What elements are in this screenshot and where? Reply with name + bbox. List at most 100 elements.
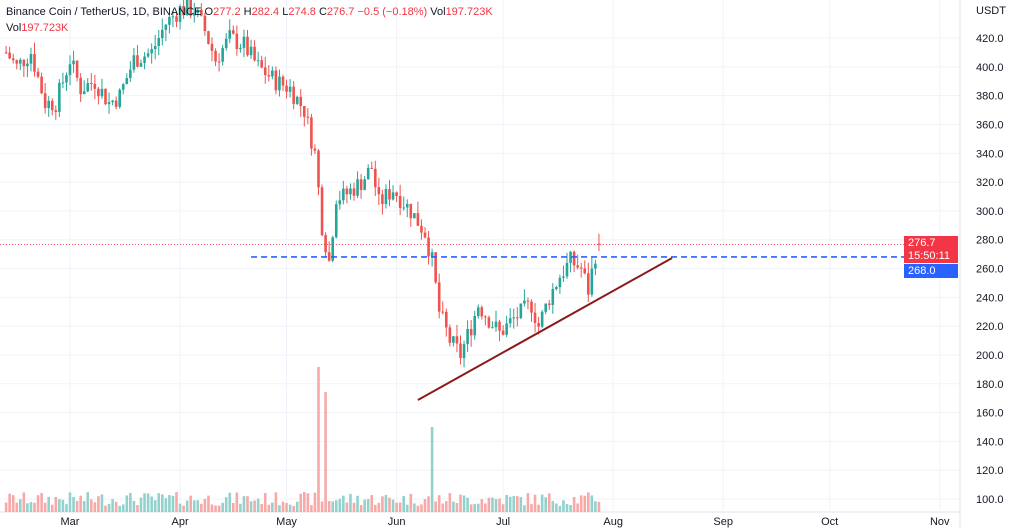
volume-bar [111, 499, 114, 512]
volume-bar [189, 495, 192, 512]
volume-bar [8, 493, 11, 512]
candle-body [72, 60, 75, 65]
candle-body [381, 194, 384, 205]
candle-body [420, 225, 423, 233]
volume-bar [36, 495, 40, 512]
volume-bar [104, 505, 107, 512]
candle-body [526, 300, 530, 302]
candle-body [476, 307, 480, 316]
low-value: 274.8 [288, 6, 316, 18]
trend-line[interactable] [417, 257, 673, 401]
time-tick-label: Sep [713, 516, 733, 528]
volume-bar [565, 503, 569, 512]
candle-body [224, 38, 228, 49]
volume-bar [242, 496, 246, 512]
candle-body [82, 91, 86, 95]
candle-body [558, 277, 562, 288]
candle-body [565, 262, 569, 277]
time-tick-label: Oct [821, 516, 838, 528]
candle-body [235, 33, 239, 49]
time-tick-label: Jul [496, 516, 510, 528]
price-tick-label: 220.0 [976, 321, 1004, 333]
candle-body [501, 330, 505, 335]
close-value: 276.7 [326, 6, 355, 18]
candle-body [437, 282, 441, 312]
volume-bar [494, 498, 498, 512]
volume-bar [15, 502, 19, 512]
volume-bar [22, 492, 26, 512]
candle-body [139, 63, 143, 67]
open-label: O [204, 6, 214, 18]
candle-body [366, 167, 370, 180]
candle-body [146, 53, 150, 57]
volume-bar [129, 492, 132, 512]
candle-body [338, 200, 342, 205]
volume-bar [427, 496, 430, 512]
volume-bar [441, 503, 445, 512]
volume-bar [594, 501, 597, 512]
volume-bar [420, 504, 423, 512]
volume-bar [349, 493, 352, 512]
price-tick-label: 280.0 [976, 235, 1004, 247]
volume-bar [519, 497, 523, 512]
volume-bar [334, 500, 338, 512]
volume-bar [214, 505, 217, 512]
candle-body [54, 110, 58, 112]
volume-bar [139, 497, 143, 512]
volume-bar [391, 499, 395, 512]
candle-body [441, 311, 445, 313]
candle-body [271, 70, 274, 77]
volume-bar [217, 505, 221, 512]
candle-body [19, 59, 22, 64]
volume-bar [65, 504, 68, 512]
volume-bar [434, 501, 437, 512]
volume-bar [466, 497, 469, 512]
volume-bar [47, 496, 50, 512]
volume-bar [356, 495, 359, 512]
candle-body [320, 187, 324, 236]
volume-bar [221, 502, 224, 512]
candle-body [125, 78, 129, 85]
candle-body [168, 16, 171, 25]
price-tick-label: 320.0 [976, 177, 1004, 189]
volume-bar [260, 504, 263, 512]
candle-body [498, 321, 501, 331]
price-tick-label: 240.0 [976, 292, 1004, 304]
volume-bar [274, 492, 278, 512]
volume-bar [256, 498, 260, 512]
candle-body [537, 322, 540, 327]
volume-bar [317, 367, 320, 512]
candle-body [29, 54, 33, 64]
candle-body [100, 88, 104, 97]
volume-bar [200, 503, 203, 512]
candle-body [391, 192, 395, 200]
volume-bar [26, 503, 29, 512]
change-value: −0.5 (−0.18%) [357, 6, 428, 18]
candle-body [164, 24, 168, 30]
candle-body [405, 203, 409, 208]
volume-bar [118, 505, 121, 512]
volume-bar [61, 499, 65, 512]
volume-bar [345, 502, 349, 512]
volume-bar [398, 502, 402, 512]
candle-body [352, 188, 356, 196]
volume-bar [374, 504, 377, 512]
volume-bar [171, 495, 175, 512]
volume-bar [459, 494, 462, 512]
candle-body [462, 344, 466, 359]
candle-body [313, 148, 317, 151]
volume-bar [423, 499, 427, 512]
time-tick-label: May [276, 516, 297, 528]
volume-bar [409, 493, 413, 512]
volume-bar [228, 492, 232, 512]
volume-bar [79, 495, 82, 512]
volume-bar [292, 505, 295, 512]
candle-body [334, 204, 338, 238]
volume-bar [146, 493, 150, 512]
candle-body [317, 150, 320, 188]
candle-body [232, 30, 235, 34]
candle-body [562, 276, 565, 278]
volume-bar [271, 502, 274, 512]
volume-bar [366, 499, 370, 512]
